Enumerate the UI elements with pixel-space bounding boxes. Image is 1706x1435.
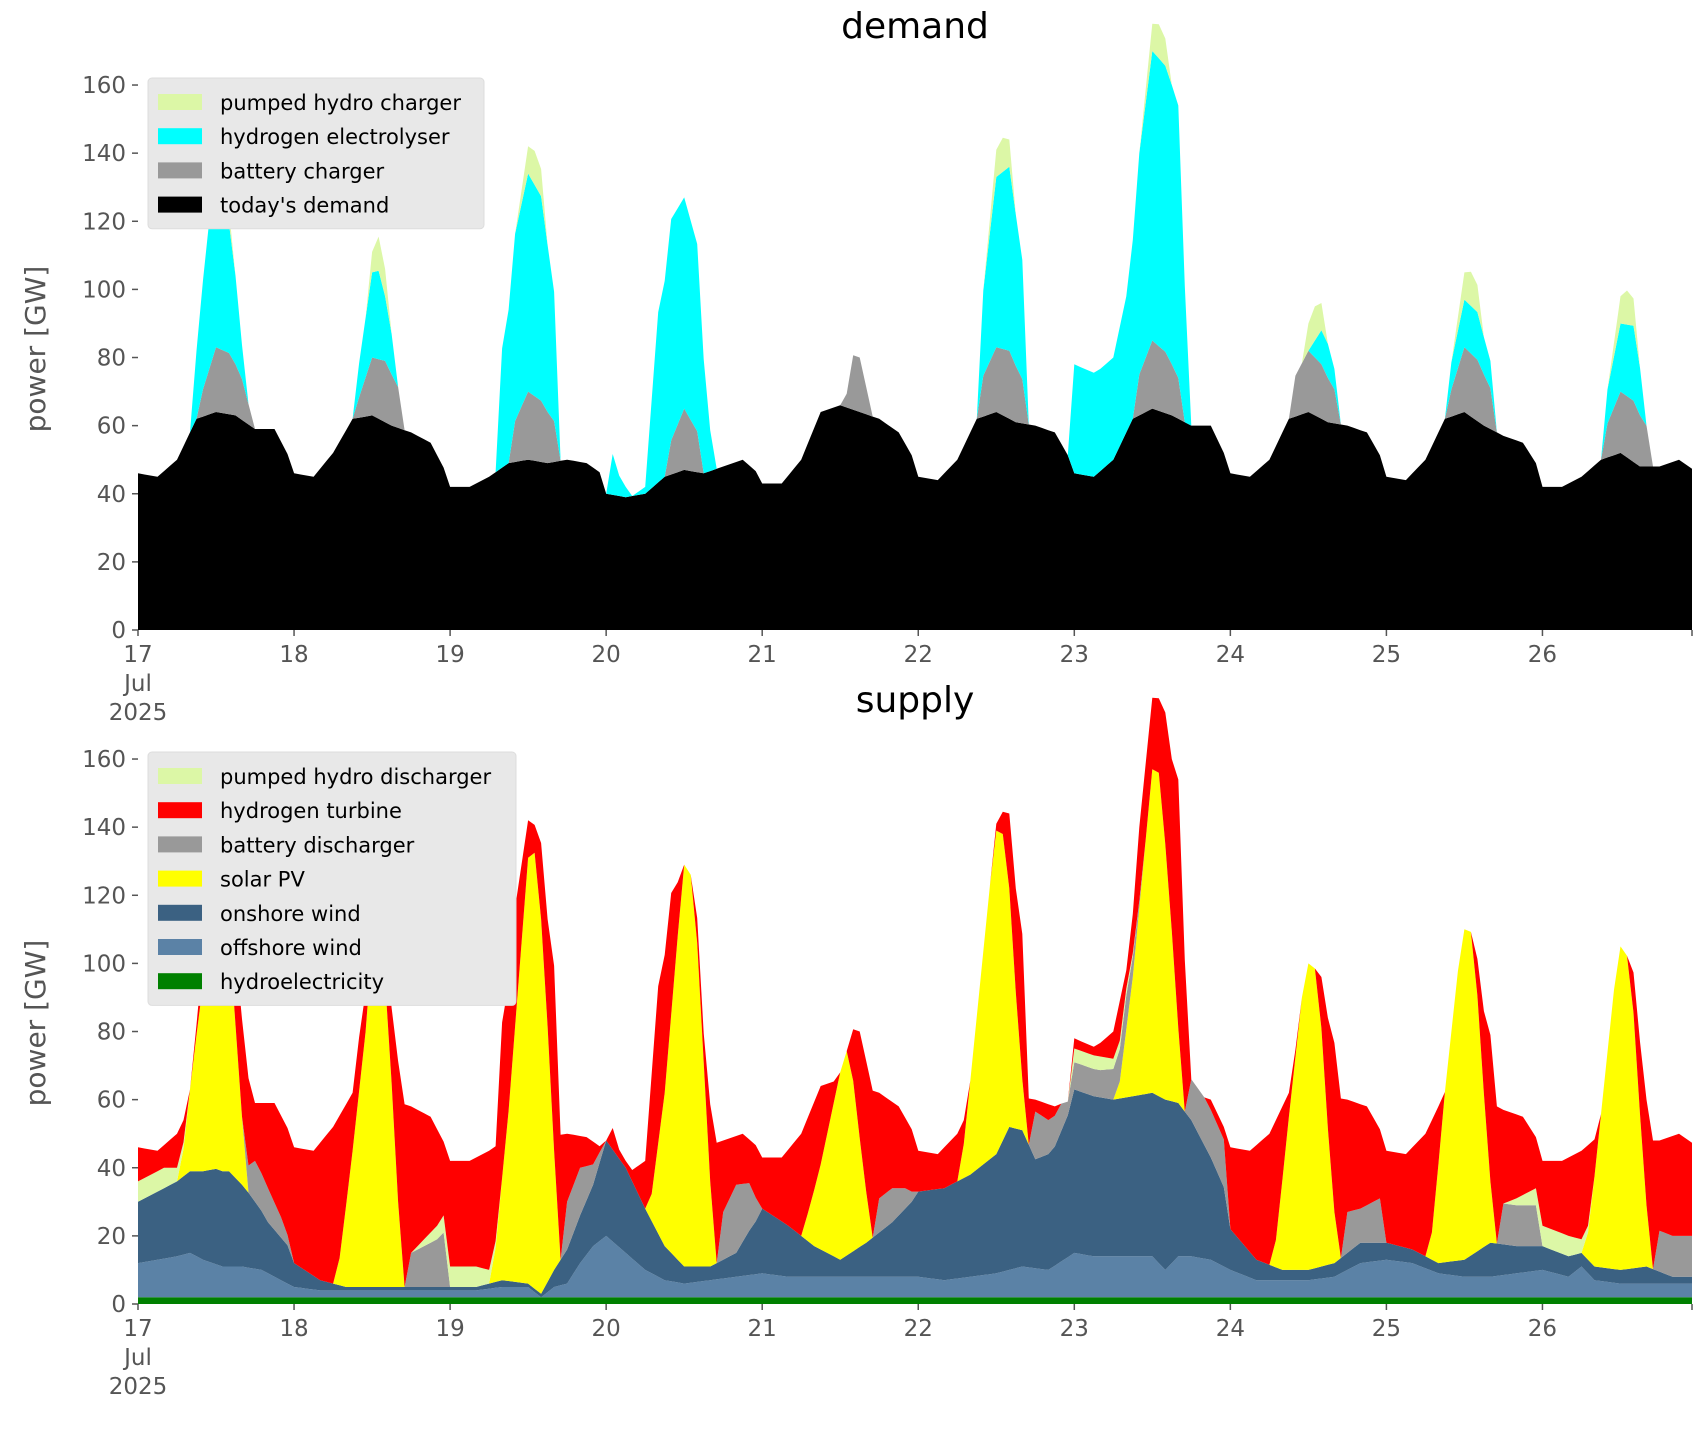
x-tick-label: 21 — [748, 1316, 777, 1342]
y-tick-label: 100 — [82, 277, 126, 303]
legend-label-hydrogen-turbine: hydrogen turbine — [220, 799, 402, 823]
legend-label-pumped-hydro-discharger: pumped hydro discharger — [220, 765, 491, 789]
legend-label-offshore-wind: offshore wind — [220, 936, 362, 960]
y-axis: 0 20 40 60 80 100 120 140 160 power [GW] — [19, 747, 138, 1318]
series-area-hydrogen-turbine — [138, 697, 1692, 1287]
x-tick-label: 25 — [1372, 1316, 1401, 1342]
legend-swatch-hydrogen-turbine — [158, 802, 202, 819]
x-tick-label: Jul — [122, 671, 152, 697]
x-axis: 17 Jul 2025 18 19 20 21 22 23 24 25 26 — [109, 630, 1693, 726]
legend-label-hydrogen-electrolyser: hydrogen electrolyser — [220, 125, 450, 149]
y-tick-label: 80 — [97, 346, 126, 372]
series-area-hydroelectricity — [138, 1297, 1692, 1304]
legend-label-hydroelectricity: hydroelectricity — [220, 970, 384, 994]
legend-label-today-s-demand: today's demand — [220, 194, 389, 218]
x-tick-label: 26 — [1528, 642, 1557, 668]
x-tick-label: 2025 — [109, 1374, 168, 1400]
y-tick-label: 100 — [82, 951, 126, 977]
legend-box — [147, 751, 517, 1006]
y-tick-label: 140 — [82, 815, 126, 841]
series-area-offshore-wind — [138, 1235, 1692, 1298]
y-tick-label: 0 — [111, 1292, 126, 1318]
chart-title: demand — [841, 6, 989, 47]
chart-title: supply — [856, 680, 975, 721]
x-tick-label: 2025 — [109, 700, 168, 726]
x-tick-label: 22 — [904, 642, 933, 668]
legend-label-pumped-hydro-charger: pumped hydro charger — [220, 91, 461, 115]
x-tick-label: 24 — [1216, 1316, 1245, 1342]
legend-label-solar-pv: solar PV — [220, 868, 305, 892]
x-tick-label: 17 — [123, 1316, 152, 1342]
y-tick-label: 120 — [82, 883, 126, 909]
series-area-hydrogen-electrolyser — [138, 51, 1692, 498]
series-area-today-s-demand — [138, 405, 1692, 630]
y-tick-label: 120 — [82, 209, 126, 235]
y-axis: 0 20 40 60 80 100 120 140 160 power [GW] — [19, 73, 138, 644]
area-layers — [138, 23, 1692, 630]
x-tick-label: 20 — [592, 642, 621, 668]
legend-box — [147, 77, 485, 230]
x-tick-label: 18 — [279, 642, 308, 668]
y-axis-label: power [GW] — [19, 940, 52, 1107]
series-area-battery-charger — [138, 340, 1692, 498]
x-tick-label: Jul — [122, 1345, 152, 1371]
y-tick-label: 20 — [97, 1224, 126, 1250]
legend-label-battery-charger: battery charger — [220, 159, 385, 183]
x-tick-label: 17 — [123, 642, 152, 668]
x-tick-label: 25 — [1372, 642, 1401, 668]
x-axis: 17 Jul 2025 18 19 20 21 22 23 24 25 26 — [109, 1304, 1693, 1400]
y-axis-label: power [GW] — [19, 266, 52, 433]
series-area-onshore-wind — [138, 1089, 1692, 1298]
legend-label-onshore-wind: onshore wind — [220, 902, 361, 926]
legend-swatch-hydroelectricity — [158, 973, 202, 990]
legend: pumped hydro discharger hydrogen turbine b… — [147, 751, 517, 1006]
x-tick-label: 21 — [748, 642, 777, 668]
x-tick-label: 18 — [279, 1316, 308, 1342]
y-tick-label: 140 — [82, 141, 126, 167]
series-area-solar-pv — [138, 769, 1692, 1294]
y-tick-label: 160 — [82, 747, 126, 773]
y-tick-label: 60 — [97, 1088, 126, 1114]
area-layers — [138, 697, 1692, 1304]
legend-swatch-pumped-hydro-charger — [158, 94, 202, 110]
supply-panel: supply 0 20 40 60 80 100 120 140 160 power [GW] 17 J… — [19, 680, 1693, 1400]
legend-swatch-battery-charger — [158, 162, 202, 179]
x-tick-label: 23 — [1060, 1316, 1089, 1342]
legend-swatch-today-s-demand — [158, 196, 202, 213]
legend-swatch-battery-discharger — [158, 836, 202, 853]
y-tick-label: 40 — [97, 482, 126, 508]
series-area-battery-discharger — [138, 769, 1692, 1287]
y-tick-label: 60 — [97, 414, 126, 440]
x-tick-label: 22 — [904, 1316, 933, 1342]
x-tick-label: 19 — [435, 1316, 464, 1342]
x-tick-label: 23 — [1060, 642, 1089, 668]
y-tick-label: 80 — [97, 1020, 126, 1046]
legend-label-battery-discharger: battery discharger — [220, 833, 415, 857]
demand-panel: demand 0 20 40 60 80 100 120 140 160 power [GW] 17 J… — [19, 6, 1693, 726]
y-tick-label: 40 — [97, 1156, 126, 1182]
y-tick-label: 20 — [97, 550, 126, 576]
legend: pumped hydro charger hydrogen electrolyse… — [147, 77, 485, 230]
x-tick-label: 24 — [1216, 642, 1245, 668]
legend-swatch-hydrogen-electrolyser — [158, 128, 202, 145]
x-tick-label: 19 — [435, 642, 464, 668]
x-tick-label: 26 — [1528, 1316, 1557, 1342]
legend-swatch-pumped-hydro-discharger — [158, 768, 202, 784]
x-tick-label: 20 — [592, 1316, 621, 1342]
y-tick-label: 160 — [82, 73, 126, 99]
legend-swatch-solar-pv — [158, 870, 202, 887]
y-tick-label: 0 — [111, 618, 126, 644]
legend-swatch-onshore-wind — [158, 904, 202, 921]
legend-swatch-offshore-wind — [158, 939, 202, 955]
